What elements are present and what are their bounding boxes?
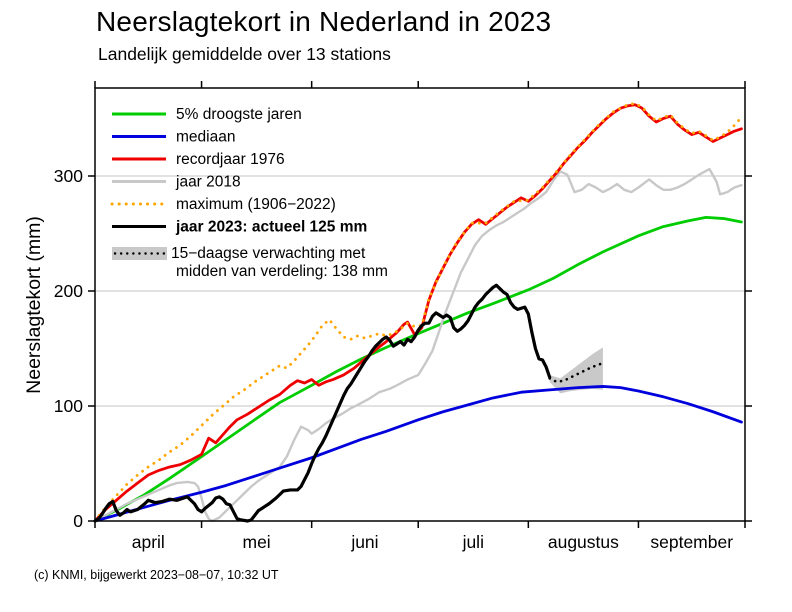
legend-label-recordjaar: recordjaar 1976 (176, 151, 285, 168)
y-tick-label-100: 100 (54, 396, 83, 416)
x-month-label-augustus: augustus (548, 532, 619, 552)
copyright-updated-note: (c) KNMI, bijgewerkt 2023−08−07, 10:32 U… (34, 568, 279, 582)
x-month-label-september: september (650, 532, 733, 552)
legend-label-verwachting-line1: 15−daagse verwachting met (171, 245, 366, 262)
gridlines (95, 175, 745, 407)
series-maximum-line (93, 102, 743, 523)
page-subtitle: Landelijk gemiddelde over 13 stations (98, 44, 391, 64)
series-record1976-line (93, 103, 743, 523)
x-month-label-juni: juni (350, 532, 378, 552)
axis-tick-labels: 0 100 200 300 april mei juni juli augustus septem… (54, 166, 733, 552)
y-tick-label-200: 200 (54, 281, 83, 301)
series-mediaan-line (93, 385, 743, 523)
series-lines (93, 102, 743, 523)
page-title: Neerslagtekort in Nederland in 2023 (96, 6, 552, 37)
legend-label-mediaan: mediaan (176, 129, 235, 146)
y-tick-label-0: 0 (73, 511, 83, 531)
forecast-uncertainty-band (549, 347, 603, 394)
plot-border (94, 87, 746, 522)
legend-label-maximum: maximum (1906−2022) (176, 196, 336, 213)
legend-label-jaar-2018: jaar 2018 (175, 174, 241, 191)
legend-label-verwachting-line2: midden van verdeling: 138 mm (176, 263, 388, 280)
forecast-mid-dotted-line (548, 360, 605, 384)
legend-label-droogste-jaren: 5% droogste jaren (176, 106, 302, 123)
forecast-band (548, 347, 605, 394)
x-month-label-april: april (132, 532, 165, 552)
legend: 5% droogste jaren mediaan recordjaar 197… (110, 106, 388, 280)
series-jaar2023-line (93, 283, 552, 523)
x-month-label-mei: mei (243, 532, 271, 552)
legend-label-jaar-2023: jaar 2023: actueel 125 mm (175, 219, 367, 236)
y-tick-label-300: 300 (54, 166, 83, 186)
x-month-label-juli: juli (462, 532, 484, 552)
axes-and-ticks (88, 81, 752, 528)
y-axis-title: Neerslagtekort (mm) (23, 216, 45, 394)
series-jaar2018-line (93, 167, 743, 523)
series-droogste5pct-line (93, 215, 743, 523)
